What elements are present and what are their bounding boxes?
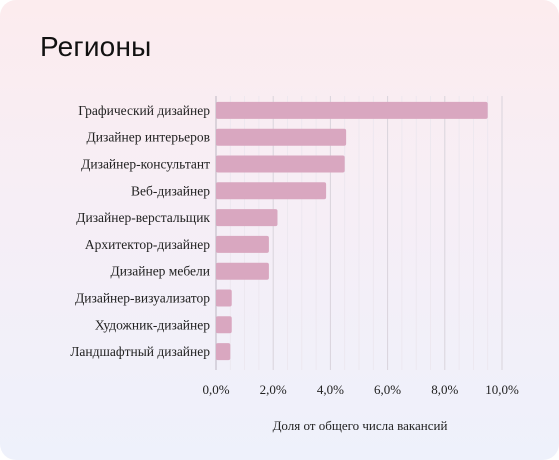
- category-labels: Графический дизайнер Дизайнер интерьеров Д…: [70, 103, 210, 359]
- category-label: Дизайнер интерьеров: [87, 130, 210, 145]
- x-tick-label: 10,0%: [485, 382, 519, 397]
- x-tick-label: 4,0%: [317, 382, 344, 397]
- bar: [216, 155, 345, 173]
- category-label: Графический дизайнер: [78, 103, 210, 118]
- bar: [216, 101, 488, 119]
- category-label: Дизайнер мебели: [110, 264, 210, 279]
- bar: [216, 289, 232, 307]
- category-label: Художник-дизайнер: [95, 317, 210, 332]
- bar: [216, 209, 278, 227]
- category-label: Ландшафтный дизайнер: [70, 344, 210, 359]
- bar: [216, 343, 231, 361]
- category-label: Дизайнер-верстальщик: [76, 210, 210, 225]
- bar: [216, 235, 269, 253]
- x-tick-label: 0,0%: [202, 382, 229, 397]
- bar: [216, 316, 232, 334]
- x-tick-label: 2,0%: [260, 382, 287, 397]
- bar: [216, 262, 269, 280]
- bars: [216, 101, 488, 361]
- category-label: Дизайнер-визуализатор: [75, 291, 210, 306]
- x-tick-label: 6,0%: [374, 382, 401, 397]
- x-tick-label: 8,0%: [431, 382, 458, 397]
- chart-title: Регионы: [40, 31, 152, 62]
- bar: [216, 182, 327, 200]
- x-tick-labels: 0,0% 2,0% 4,0% 6,0% 8,0% 10,0%: [202, 382, 519, 397]
- bar: [216, 128, 347, 146]
- x-axis-title: Доля от общего числа вакансий: [273, 418, 448, 433]
- category-label: Архитектор-дизайнер: [85, 237, 210, 252]
- category-label: Веб-дизайнер: [131, 183, 210, 198]
- category-label: Дизайнер-консультант: [81, 157, 210, 172]
